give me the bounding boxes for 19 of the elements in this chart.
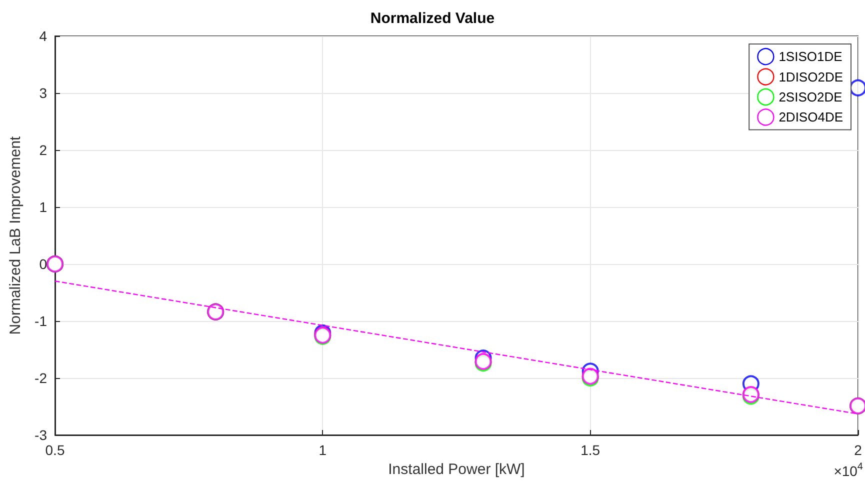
y-tick-label: 0 [39, 256, 48, 272]
legend-label: 2DISO4DE [778, 110, 844, 125]
y-tick-label: -1 [34, 313, 48, 329]
legend-label: 1SISO1DE [778, 49, 843, 64]
legend-label: 1DISO2DE [778, 69, 844, 84]
x-tick-label: 1.5 [580, 442, 600, 458]
legend-label: 2SISO2DE [778, 90, 843, 104]
chart-title: Normalized Value [370, 10, 495, 27]
x-axis-title: Installed Power [kW] [388, 460, 525, 478]
y-tick-label: -3 [34, 427, 48, 443]
y-tick-label: 4 [39, 28, 48, 44]
y-tick-label: 2 [39, 142, 48, 158]
x-tick-label: 2 [854, 442, 862, 458]
y-tick-label: 3 [39, 85, 48, 101]
y-tick-label: -2 [34, 370, 48, 386]
y-tick-label: 1 [39, 199, 48, 215]
y-axis-title: Normalized LaB Improvement [7, 135, 24, 335]
x-tick-label: 0.5 [45, 442, 65, 458]
x-tick-label: 1 [318, 442, 327, 458]
